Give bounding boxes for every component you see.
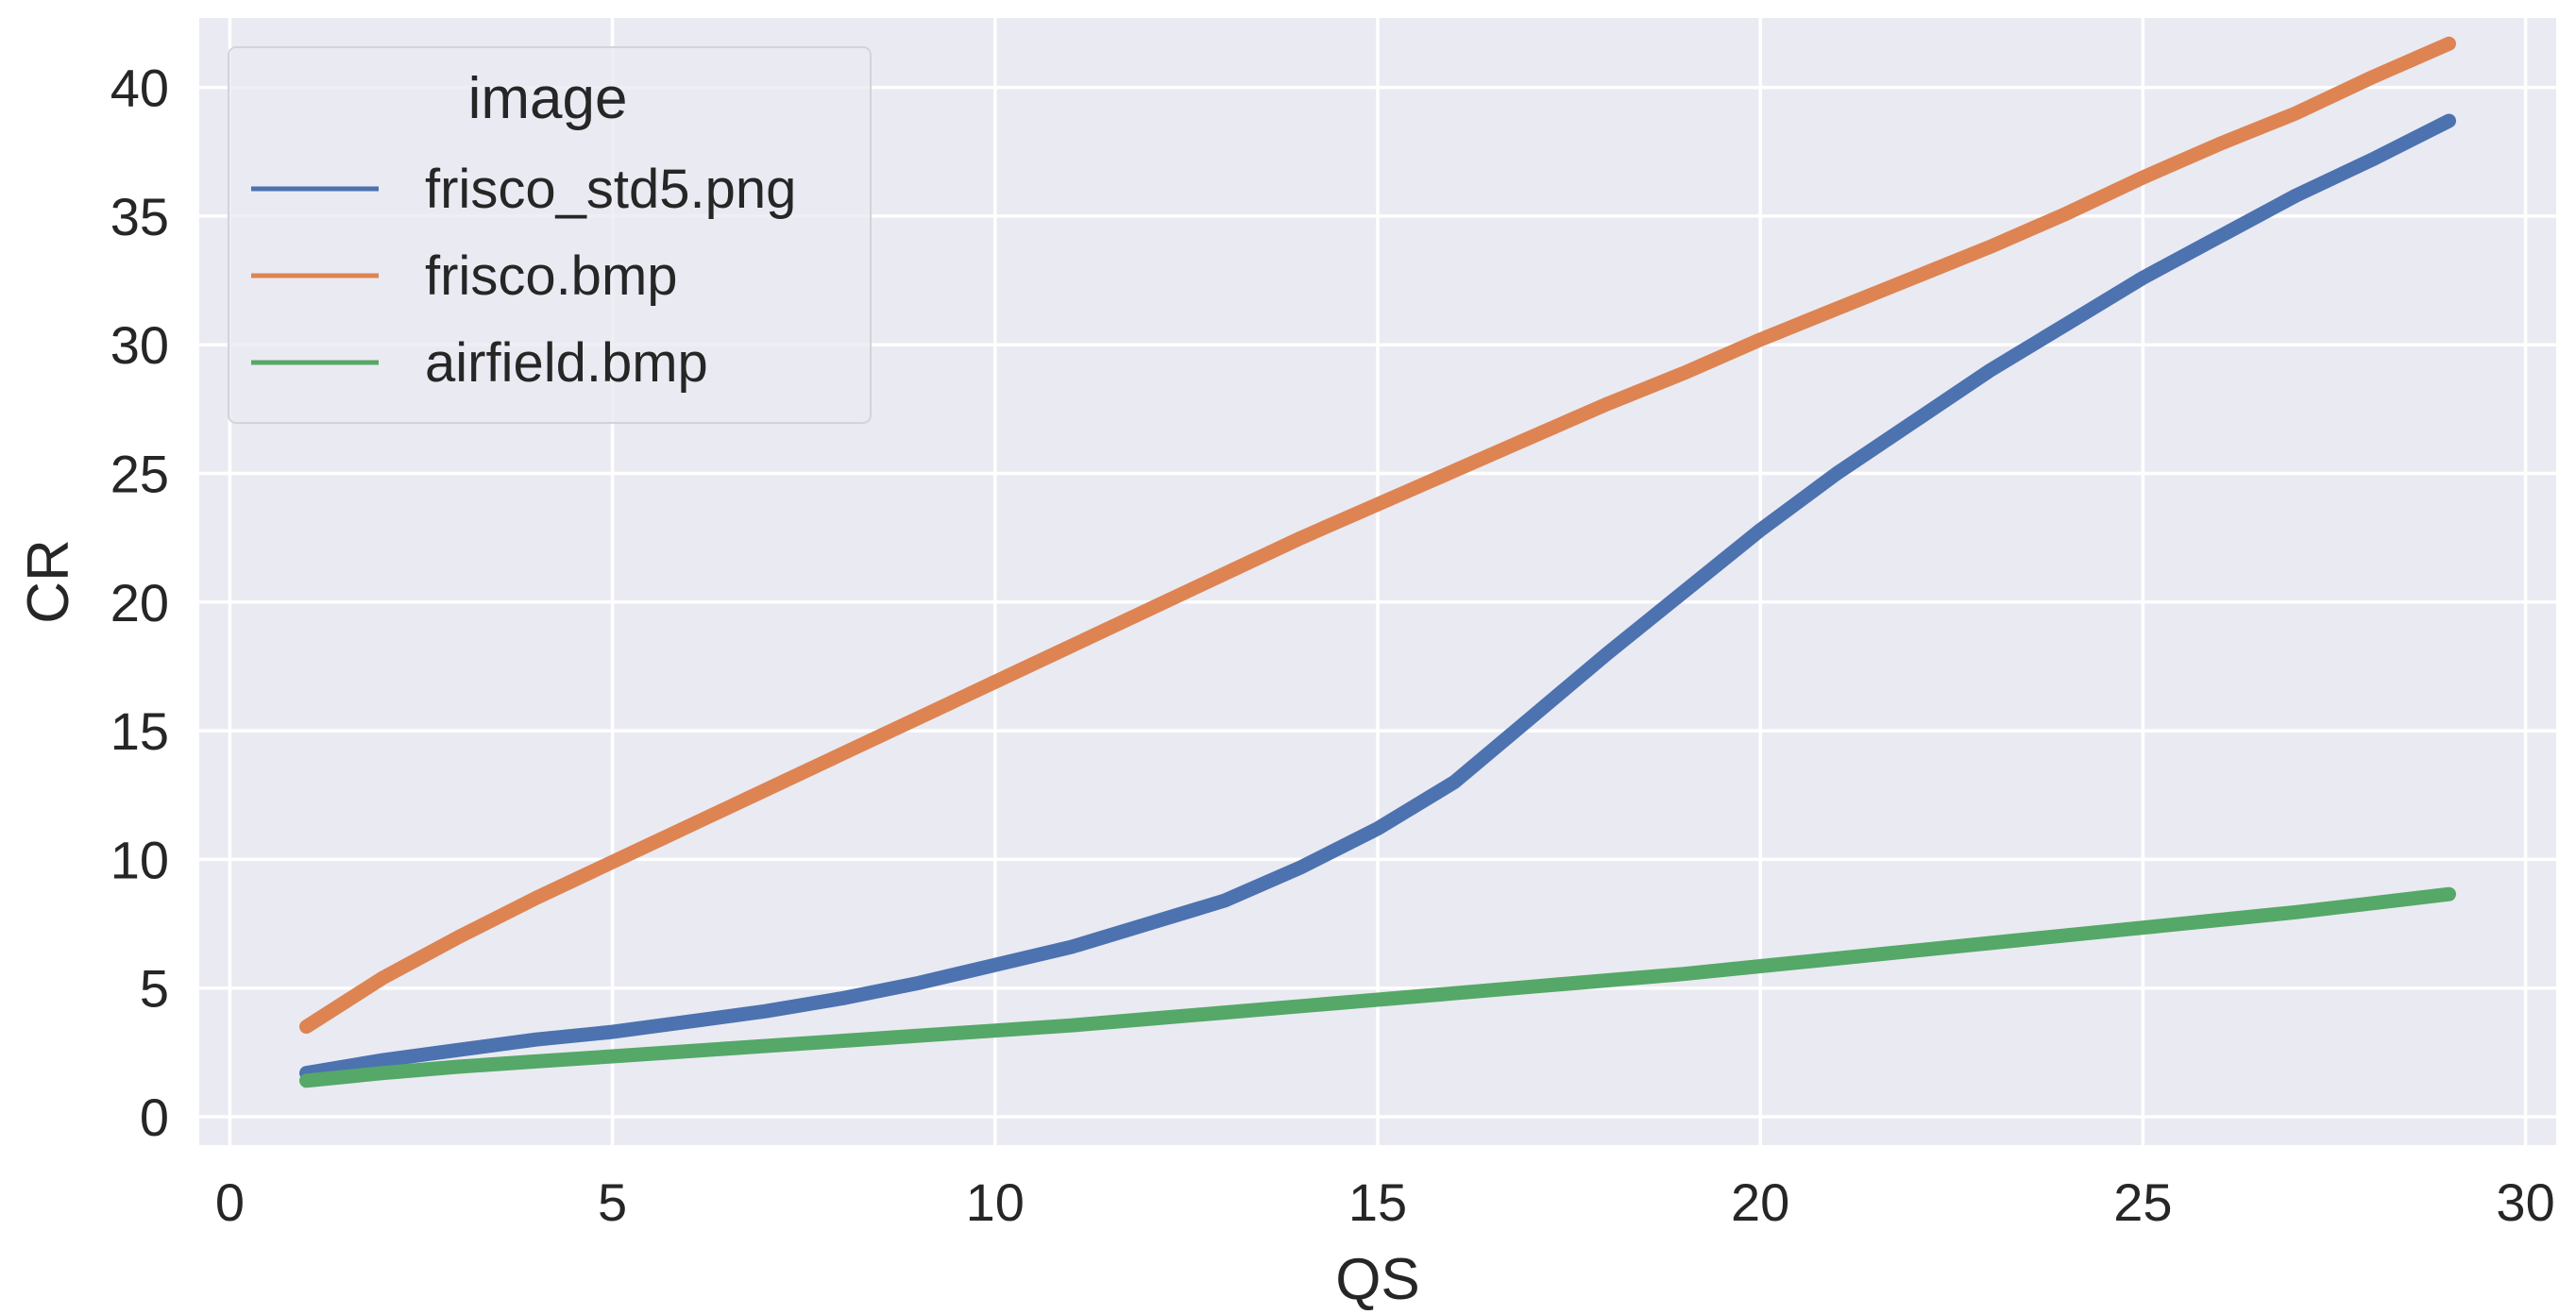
legend-box — [228, 46, 872, 424]
y-tick-label: 0 — [140, 1087, 169, 1147]
x-tick-label: 25 — [2113, 1172, 2172, 1232]
series-line — [299, 886, 2456, 1088]
y-tick-labels: 0 5 10 15 20 25 30 35 40 — [110, 59, 169, 1147]
y-tick-label: 40 — [110, 59, 169, 118]
legend-title: image — [468, 66, 628, 131]
x-tick-label: 0 — [215, 1172, 245, 1232]
x-tick-label: 20 — [1731, 1172, 1789, 1232]
y-axis-title: CR — [16, 539, 81, 624]
y-tick-label: 15 — [110, 701, 169, 761]
series-line — [299, 36, 2456, 1035]
y-tick-label: 20 — [110, 573, 169, 632]
y-tick-label: 10 — [110, 830, 169, 889]
y-tick-label: 30 — [110, 315, 169, 375]
y-tick-label: 5 — [140, 959, 169, 1019]
y-tick-label: 25 — [110, 445, 169, 504]
x-tick-label: 15 — [1348, 1172, 1407, 1232]
legend-label: airfield.bmp — [425, 332, 708, 394]
x-tick-labels: 0 5 10 15 20 25 30 — [215, 1172, 2555, 1232]
y-tick-label: 35 — [110, 187, 169, 246]
series-lines — [299, 36, 2456, 1088]
legend-label: frisco_std5.png — [425, 159, 796, 220]
x-tick-label: 5 — [598, 1172, 627, 1232]
legend: image frisco_std5.png frisco.bmp airfield.… — [228, 46, 872, 424]
series-line — [299, 113, 2456, 1081]
x-axis-title: QS — [1335, 1247, 1420, 1312]
legend-label: frisco.bmp — [425, 245, 678, 307]
x-tick-label: 10 — [966, 1172, 1025, 1232]
x-tick-label: 30 — [2496, 1172, 2554, 1232]
grid-lines — [199, 18, 2556, 1145]
legend-entries: frisco_std5.png frisco.bmp airfield.bmp — [251, 159, 796, 394]
